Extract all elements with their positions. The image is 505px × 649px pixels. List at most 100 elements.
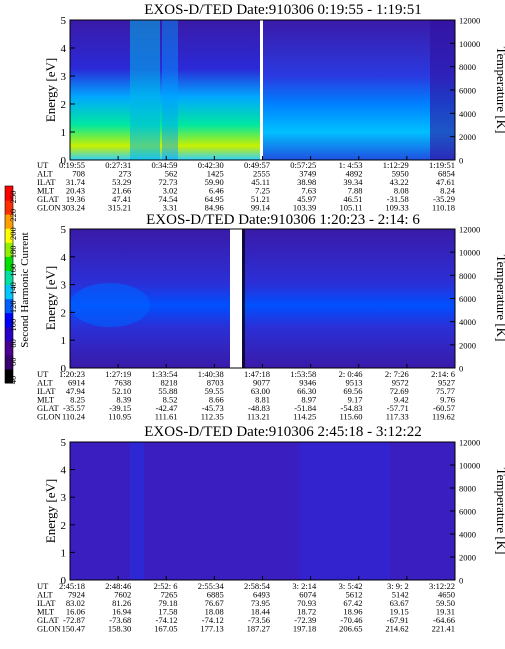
panel-1-eph-value: 1:19:51 [429, 160, 455, 170]
panel-1-eph-row-label: MLT [37, 186, 55, 196]
panel-2-eph-value: -60.57 [433, 403, 455, 413]
panel-3-eph-value: 7265 [161, 590, 178, 600]
panel-2-eph-value: 8.66 [209, 395, 224, 405]
panel-3-eph-value: 167.05 [154, 624, 177, 634]
panel-1-eph-value: 8.24 [440, 186, 456, 196]
panel-2-eph-value: 75.77 [436, 386, 455, 396]
panel-3-eph-value: 206.65 [339, 624, 362, 634]
panel-1-eph-value: 7.88 [348, 186, 363, 196]
panel-1-eph-value: 46.51 [343, 194, 362, 204]
colorbar-tick-label: 40 [8, 376, 18, 385]
panel-3-eph-value: 177.13 [200, 624, 223, 634]
panel-1-eph-value: 74.54 [158, 194, 178, 204]
panel-3-eph-value: -64.66 [433, 615, 455, 625]
colorbar-tick-label: 160 [8, 264, 18, 277]
panel-2-eph-value: 8.39 [116, 395, 131, 405]
panel-1-eph-value: 0:57:25 [290, 160, 316, 170]
panel-1-eph-value: 109.33 [385, 203, 408, 213]
panel-1-eph-value: 59.90 [205, 177, 224, 187]
panel-3-y2label: Temperature [K] [494, 468, 505, 555]
colorbar-tick-label: 200 [8, 227, 18, 240]
panel-2-eph-value: 7638 [114, 378, 131, 388]
panel-2-eph-value: 63.00 [251, 386, 270, 396]
panel-2-eph-value: 9572 [392, 378, 409, 388]
panel-2-eph-value: 8.97 [301, 395, 316, 405]
panel-3-eph-row-label: UT [37, 581, 49, 591]
panel-2-ytick-label: 4 [61, 252, 67, 264]
panel-2-eph-value: 52.10 [112, 386, 131, 396]
panel-2-y2tick-label: 4000 [459, 317, 476, 327]
panel-1-heatmap [70, 20, 455, 160]
panel-3-eph-value: 16.06 [66, 607, 85, 617]
colorbar-tick-label: 220 [8, 209, 18, 222]
panel-3-eph-value: 63.67 [390, 598, 409, 608]
panel-2-eph-row-label: UT [37, 369, 49, 379]
panel-2-eph-value: 1:40:38 [198, 369, 224, 379]
panel-3-eph-value: 18.96 [343, 607, 362, 617]
panel-1-ytick-label: 1 [61, 127, 67, 139]
panel-1-y2label: Temperature [K] [494, 47, 505, 134]
panel-3-eph-value: -74.12 [202, 615, 224, 625]
panel-1-eph-value: 64.95 [205, 194, 224, 204]
panel-1-y2tick-label: 6000 [459, 86, 476, 96]
colorbar-tick-label: 100 [8, 319, 18, 332]
panel-3-eph-value: 214.62 [385, 624, 408, 634]
panel-2-y2tick-label: 2000 [459, 340, 476, 350]
panel-3-eph-value: 187.27 [247, 624, 270, 634]
panel-1-eph-value: 273 [119, 169, 132, 179]
panel-1-eph-value: 7.63 [301, 186, 316, 196]
panel-2-eph-value: 6914 [68, 378, 86, 388]
colorbar-tick-label: 140 [8, 282, 18, 295]
panel-1-eph-row-label: GLAT [37, 194, 60, 204]
panel-3-y2tick-label: 10000 [459, 461, 480, 471]
panel-3: EXOS-D/TED Date:910306 2:45:18 - 3:12:22… [37, 424, 505, 634]
panel-2-eph-value: 1:20:23 [59, 369, 85, 379]
panel-3-eph-value: 83.02 [66, 598, 85, 608]
panel-2-eph-value: 114.25 [293, 412, 316, 422]
panel-1-eph-value: 6.46 [209, 186, 224, 196]
panel-2-ylabel: Energy [eV] [43, 266, 58, 330]
panel-1-title: EXOS-D/TED Date:910306 0:19:55 - 1:19:51 [144, 2, 421, 18]
panel-1-eph-row-label: GLON [37, 203, 61, 213]
panel-2-eph-value: 9077 [253, 378, 270, 388]
colorbar-swatch [5, 242, 13, 257]
panel-1-eph-value: 708 [72, 169, 85, 179]
panel-1-eph-value: 84.96 [205, 203, 224, 213]
panel-1-y2tick-label: 0 [459, 156, 463, 166]
panel-3-title: EXOS-D/TED Date:910306 2:45:18 - 3:12:22 [144, 424, 421, 440]
panel-3-eph-value: 150.47 [62, 624, 85, 634]
panel-2-eph-value: 72.69 [390, 386, 409, 396]
panel-1-eph-value: 19.36 [66, 194, 85, 204]
panel-2-eph-value: 117.33 [386, 412, 409, 422]
panel-2-title: EXOS-D/TED Date:910306 1:20:23 - 2:14: 6 [146, 212, 420, 228]
panel-3-y2tick-label: 8000 [459, 484, 476, 494]
colorbar-swatch [5, 214, 13, 229]
panel-2-y2tick-label: 10000 [459, 248, 480, 258]
panel-2-eph-row-label: GLON [37, 412, 61, 422]
panel-3-ytick-label: 0 [61, 575, 67, 587]
panel-1-ylabel: Energy [eV] [43, 58, 58, 122]
panel-2-eph-value: 9.76 [440, 395, 455, 405]
panel-1-eph-value: -35.29 [433, 194, 455, 204]
panel-2-y2label: Temperature [K] [494, 255, 505, 342]
panel-1-eph-value: 0:27:31 [105, 160, 131, 170]
panel-1-eph-value: 315.21 [108, 203, 131, 213]
panel-2-eph-value: 110.24 [62, 412, 86, 422]
panel-2-eph-value: 55.88 [158, 386, 177, 396]
panel-2-eph-value: 2: 7:26 [385, 369, 409, 379]
colorbar: 40 60 80 100 120 140 160 180 200 220 250 Second Ha… [4, 185, 31, 385]
panel-3-ytick-label: 5 [61, 437, 67, 449]
panel-1-eph-value: 0:34:59 [152, 160, 178, 170]
panel-1-eph-value: 47.41 [112, 194, 131, 204]
panel-1-y2tick-label: 8000 [459, 62, 476, 72]
panel-2-ytick-label: 1 [61, 335, 67, 347]
panel-2: EXOS-D/TED Date:910306 1:20:23 - 2:14: 6… [37, 212, 505, 422]
panel-2-heatmap [70, 229, 455, 368]
panel-2-eph-row-label: ILAT [37, 386, 56, 396]
panel-3-eph-value: -74.12 [156, 615, 178, 625]
panel-3-eph-value: 76.67 [205, 598, 224, 608]
colorbar-swatch [5, 368, 13, 384]
panel-2-y2-axis: 0 2000 4000 6000 8000 10000 12000 [450, 225, 480, 374]
panel-1-eph-value: 51.21 [251, 194, 270, 204]
panel-3-ylabel: Energy [eV] [43, 479, 58, 543]
